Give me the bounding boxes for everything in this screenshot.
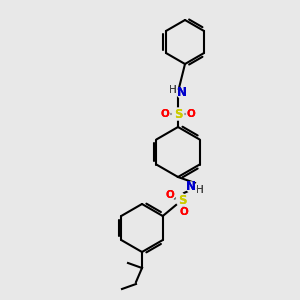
- Circle shape: [177, 88, 187, 98]
- Text: N: N: [177, 86, 187, 100]
- Circle shape: [165, 190, 175, 200]
- Text: O: O: [187, 109, 195, 119]
- Text: O: O: [160, 109, 169, 119]
- Text: S: S: [178, 194, 186, 206]
- Circle shape: [160, 109, 170, 119]
- Text: N: N: [186, 181, 196, 194]
- Text: O: O: [166, 190, 174, 200]
- Text: S: S: [174, 107, 182, 121]
- Text: S: S: [174, 107, 182, 121]
- Text: H: H: [196, 185, 204, 195]
- Text: O: O: [166, 190, 174, 200]
- FancyBboxPatch shape: [173, 110, 182, 118]
- Text: N: N: [186, 181, 196, 194]
- Text: H: H: [169, 85, 177, 95]
- Circle shape: [172, 108, 184, 120]
- Text: N: N: [177, 86, 187, 100]
- Text: O: O: [160, 109, 169, 119]
- Text: H: H: [169, 85, 177, 95]
- Circle shape: [179, 207, 189, 217]
- Text: O: O: [180, 207, 188, 217]
- Text: O: O: [187, 109, 195, 119]
- Text: H: H: [196, 185, 204, 195]
- Circle shape: [176, 194, 188, 206]
- Text: S: S: [178, 194, 186, 206]
- Circle shape: [186, 109, 196, 119]
- Text: O: O: [180, 207, 188, 217]
- Circle shape: [186, 182, 196, 192]
